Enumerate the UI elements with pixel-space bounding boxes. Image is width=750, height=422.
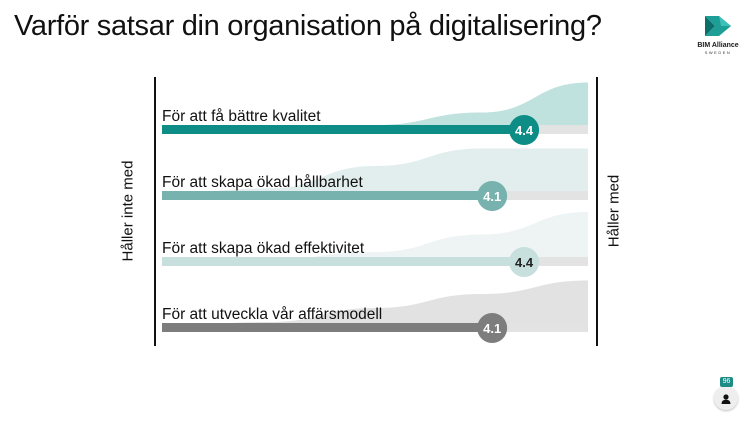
value-label: 4.4	[515, 255, 534, 270]
bim-alliance-logo: BIM Alliance SWEDEN	[690, 15, 746, 55]
bim-alliance-logo-icon	[705, 16, 731, 36]
value-bar	[162, 191, 493, 200]
distribution-area	[162, 148, 588, 196]
value-label: 4.1	[483, 321, 501, 336]
item-label: För att få bättre kvalitet	[162, 108, 321, 125]
value-bar	[162, 257, 525, 266]
value-marker	[477, 181, 508, 211]
value-label: 4.4	[515, 123, 534, 138]
distribution-area	[162, 280, 588, 328]
value-bar	[162, 125, 525, 134]
logo-name: BIM Alliance	[697, 42, 739, 49]
item-label: För att skapa ökad hållbarhet	[162, 174, 363, 191]
participant-count: 96	[720, 377, 733, 387]
person-icon	[721, 394, 731, 404]
logo-sub: SWEDEN	[704, 50, 732, 55]
value-bar	[162, 323, 493, 332]
value-marker	[509, 247, 540, 277]
value-marker	[509, 115, 540, 145]
page-title: Varför satsar din organisation på digita…	[14, 10, 602, 42]
distribution-area	[162, 212, 588, 262]
item-label: För att utveckla vår affärsmodell	[162, 306, 382, 323]
value-marker	[477, 313, 508, 343]
value-label: 4.1	[483, 189, 501, 204]
distribution-area	[162, 82, 588, 130]
item-label: För att skapa ökad effektivitet	[162, 240, 365, 257]
avatar[interactable]	[714, 386, 738, 410]
